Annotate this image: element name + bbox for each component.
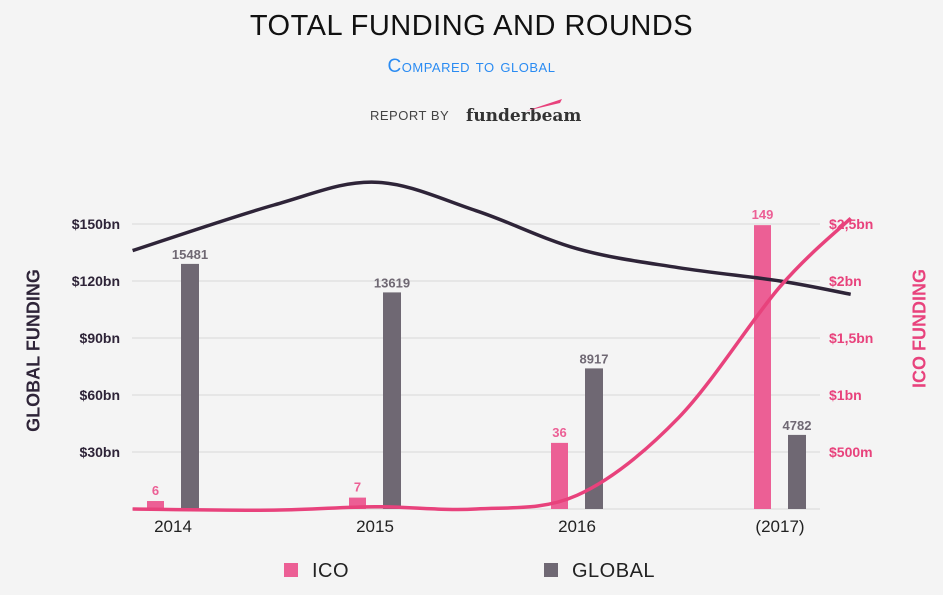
legend-label-global: GLOBAL	[572, 560, 656, 582]
bar-ico	[551, 442, 568, 509]
right-axis-label: ICO FUNDING	[909, 269, 930, 388]
bar-label-global: 15481	[172, 247, 208, 262]
x-tick-label: 2016	[558, 517, 596, 536]
bar-ico	[349, 497, 366, 509]
left-tick-label: $150bn	[72, 216, 120, 232]
bar-ico	[754, 225, 771, 509]
right-tick-label: $1,5bn	[829, 330, 873, 346]
legend-item-global: GLOBAL	[544, 560, 655, 583]
left-tick-label: $90bn	[80, 330, 120, 346]
brand-logo: funderbeam	[466, 99, 582, 126]
legend-swatch-global	[544, 562, 558, 577]
bar-label-ico: 36	[552, 425, 566, 440]
bar-global	[383, 292, 401, 509]
bar-label-ico: 149	[752, 207, 774, 222]
x-tick-label: (2017)	[755, 517, 804, 536]
chart-subtitle: Compared to global	[387, 56, 556, 77]
bar-ico	[147, 501, 164, 509]
left-axis-label: GLOBAL FUNDING	[23, 269, 44, 432]
bar-label-global: 13619	[374, 275, 410, 290]
bar-global	[788, 434, 806, 509]
global-trend-line	[132, 180, 852, 297]
x-tick-label: 2014	[154, 517, 192, 536]
chart-title: TOTAL FUNDING AND ROUNDS	[249, 10, 694, 42]
legend-swatch-ico	[284, 562, 298, 577]
bar-label-ico: 6	[152, 483, 159, 498]
brand-swoosh-icon	[526, 99, 562, 111]
legend-item-ico: ICO	[284, 560, 349, 583]
brand-name: funderbeam	[466, 106, 582, 126]
bar-label-global: 8917	[580, 351, 609, 366]
bar-label-global: 4782	[783, 418, 812, 433]
x-tick-label: 2015	[356, 517, 394, 536]
bar-label-ico: 7	[354, 480, 361, 495]
left-tick-label: $120bn	[72, 273, 120, 289]
legend-label-ico: ICO	[312, 560, 350, 582]
right-tick-label: $2bn	[829, 273, 862, 289]
left-tick-label: $60bn	[80, 387, 120, 403]
right-tick-label: $1bn	[829, 387, 862, 403]
right-tick-label: $500m	[829, 444, 873, 460]
bar-global	[585, 368, 603, 509]
bar-global	[181, 263, 199, 509]
left-tick-label: $30bn	[80, 444, 120, 460]
ico-trend-line	[132, 217, 852, 512]
report-by-label: REPORT BY	[370, 108, 450, 123]
